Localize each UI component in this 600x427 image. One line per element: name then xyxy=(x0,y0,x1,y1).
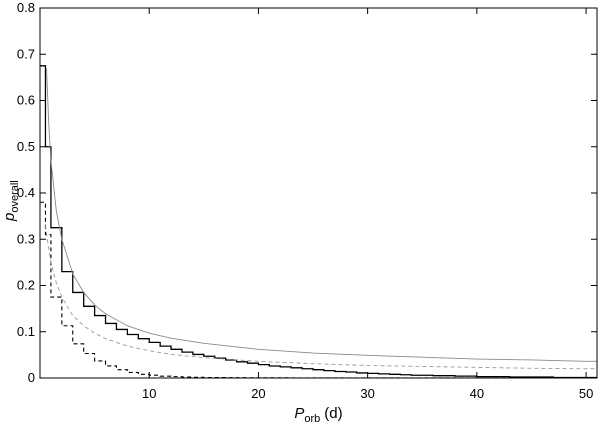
x-axis-label-unit: (d) xyxy=(324,405,342,422)
y-tick-label: 0.8 xyxy=(17,0,35,15)
x-tick-label: 40 xyxy=(470,386,484,401)
y-tick-label: 0 xyxy=(28,370,35,385)
x-tick-label: 20 xyxy=(251,386,265,401)
series-layer xyxy=(40,65,597,379)
y-tick-label: 0.7 xyxy=(17,46,35,61)
y-axis-label-sub: overall xyxy=(9,180,21,212)
plot-frame xyxy=(39,7,598,379)
y-tick-label: 0.5 xyxy=(17,139,35,154)
y-tick-label: 0.1 xyxy=(17,324,35,339)
y-tick-label: 0.4 xyxy=(17,185,35,200)
y-tick-label: 0.6 xyxy=(17,93,35,108)
curve-dashed-gray-series xyxy=(45,225,597,370)
x-tick-label: 50 xyxy=(579,386,593,401)
x-tick-label: 10 xyxy=(142,386,156,401)
curve-solid-gray-series xyxy=(46,68,597,362)
y-tick-label: 0.2 xyxy=(17,278,35,293)
x-axis-label: Porb (d) xyxy=(294,405,342,425)
histogram-solid-series xyxy=(40,65,597,379)
x-axis-label-main: P xyxy=(294,405,304,422)
histogram-dashed-series xyxy=(40,201,597,379)
x-tick-label: 30 xyxy=(360,386,374,401)
y-tick-label: 0.3 xyxy=(17,231,35,246)
y-axis-label-main: p xyxy=(1,213,18,222)
x-axis-label-sub: orb xyxy=(304,413,320,425)
ticks-layer: 0 0.1 0.2 0.3 0.4 0.5 0.6 0.7 0.8 10 20 30 40 50 xyxy=(17,0,597,401)
y-axis-label: poverall xyxy=(1,180,21,222)
